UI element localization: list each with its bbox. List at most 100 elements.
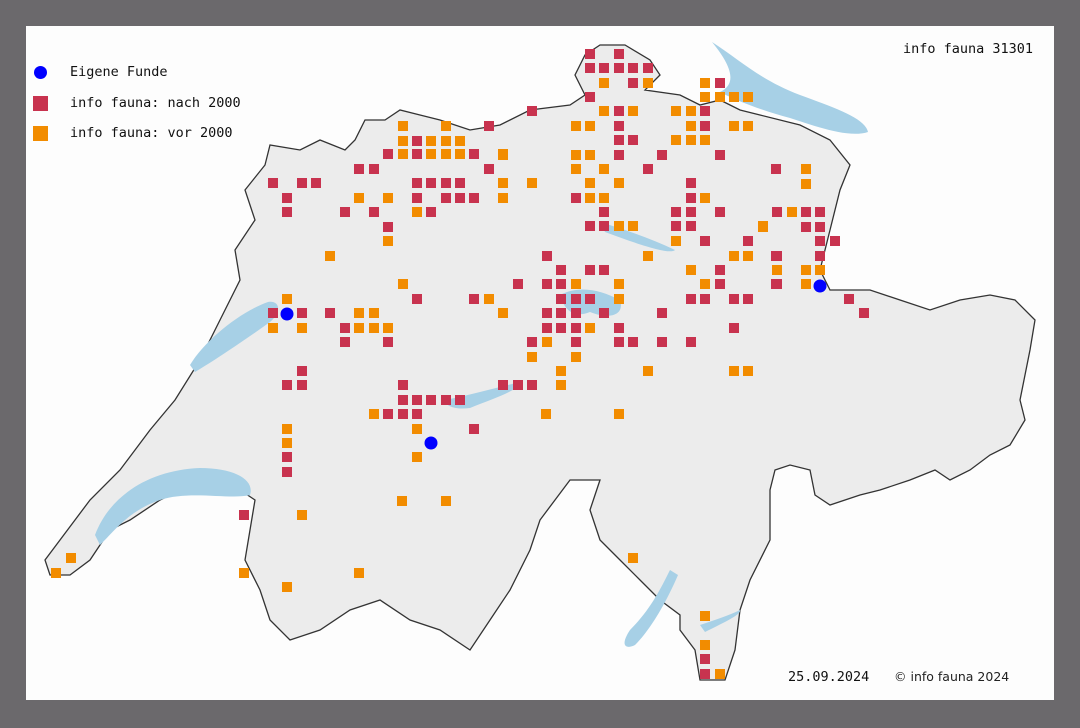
record-marker-after-2000: [297, 380, 307, 390]
record-marker-after-2000: [412, 149, 422, 159]
record-marker-after-2000: [830, 236, 840, 246]
record-marker-after-2000: [801, 222, 811, 232]
record-marker-before-2000: [282, 424, 292, 434]
record-marker-after-2000: [311, 178, 321, 188]
record-marker-before-2000: [412, 424, 422, 434]
record-marker-after-2000: [239, 510, 249, 520]
record-marker-after-2000: [686, 178, 696, 188]
record-marker-after-2000: [700, 654, 710, 664]
record-marker-after-2000: [412, 395, 422, 405]
record-marker-before-2000: [282, 294, 292, 304]
record-marker-before-2000: [729, 251, 739, 261]
record-marker-before-2000: [498, 193, 508, 203]
switzerland-map: [44, 42, 1036, 681]
record-marker-before-2000: [498, 149, 508, 159]
record-marker-before-2000: [383, 236, 393, 246]
record-marker-before-2000: [268, 323, 278, 333]
record-marker-before-2000: [441, 149, 451, 159]
record-marker-before-2000: [412, 207, 422, 217]
record-marker-after-2000: [686, 294, 696, 304]
record-marker-before-2000: [585, 193, 595, 203]
record-marker-before-2000: [369, 323, 379, 333]
record-marker-after-2000: [469, 149, 479, 159]
record-marker-after-2000: [772, 279, 782, 289]
record-marker-after-2000: [556, 308, 566, 318]
record-marker-after-2000: [599, 221, 609, 231]
own-finding-marker: [424, 436, 438, 450]
record-marker-before-2000: [614, 409, 624, 419]
record-marker-after-2000: [614, 323, 624, 333]
record-marker-after-2000: [398, 409, 408, 419]
record-marker-before-2000: [354, 568, 364, 578]
record-marker-before-2000: [815, 265, 825, 275]
record-marker-before-2000: [614, 294, 624, 304]
record-marker-before-2000: [801, 164, 811, 174]
record-marker-before-2000: [700, 611, 710, 621]
record-marker-after-2000: [469, 424, 479, 434]
record-marker-after-2000: [628, 135, 638, 145]
record-marker-before-2000: [51, 568, 61, 578]
record-marker-before-2000: [426, 136, 436, 146]
record-marker-after-2000: [527, 106, 537, 116]
record-marker-after-2000: [614, 49, 624, 59]
record-marker-after-2000: [412, 294, 422, 304]
record-marker-after-2000: [325, 308, 335, 318]
record-marker-after-2000: [729, 294, 739, 304]
record-marker-after-2000: [282, 207, 292, 217]
record-marker-before-2000: [441, 136, 451, 146]
record-marker-after-2000: [282, 452, 292, 462]
record-marker-after-2000: [801, 207, 811, 217]
record-marker-before-2000: [729, 366, 739, 376]
record-marker-before-2000: [801, 265, 811, 275]
record-marker-after-2000: [585, 221, 595, 231]
record-marker-after-2000: [772, 207, 782, 217]
record-marker-after-2000: [657, 150, 667, 160]
record-marker-before-2000: [743, 121, 753, 131]
record-marker-before-2000: [643, 78, 653, 88]
record-marker-before-2000: [700, 135, 710, 145]
record-marker-before-2000: [743, 251, 753, 261]
record-marker-after-2000: [282, 380, 292, 390]
lake-lugano: [700, 610, 741, 632]
record-marker-after-2000: [585, 49, 595, 59]
record-marker-before-2000: [397, 496, 407, 506]
record-marker-after-2000: [686, 207, 696, 217]
record-marker-before-2000: [426, 149, 436, 159]
record-marker-before-2000: [700, 193, 710, 203]
record-marker-after-2000: [455, 395, 465, 405]
record-marker-after-2000: [614, 106, 624, 116]
record-marker-after-2000: [614, 63, 624, 73]
record-marker-after-2000: [614, 150, 624, 160]
record-marker-after-2000: [542, 279, 552, 289]
record-marker-before-2000: [585, 178, 595, 188]
record-marker-before-2000: [455, 149, 465, 159]
record-marker-after-2000: [412, 136, 422, 146]
record-marker-after-2000: [729, 323, 739, 333]
lake-maggiore: [624, 570, 678, 647]
record-marker-before-2000: [542, 337, 552, 347]
record-marker-after-2000: [484, 164, 494, 174]
record-marker-after-2000: [398, 395, 408, 405]
record-marker-after-2000: [513, 380, 523, 390]
record-marker-after-2000: [671, 207, 681, 217]
record-marker-before-2000: [686, 106, 696, 116]
record-marker-after-2000: [542, 251, 552, 261]
record-marker-after-2000: [599, 63, 609, 73]
record-marker-after-2000: [628, 337, 638, 347]
record-marker-after-2000: [628, 63, 638, 73]
record-marker-after-2000: [657, 308, 667, 318]
record-marker-before-2000: [700, 279, 710, 289]
record-marker-after-2000: [498, 380, 508, 390]
record-marker-after-2000: [412, 193, 422, 203]
record-marker-after-2000: [614, 121, 624, 131]
record-marker-after-2000: [412, 178, 422, 188]
record-marker-before-2000: [599, 164, 609, 174]
record-marker-before-2000: [628, 221, 638, 231]
record-marker-after-2000: [599, 265, 609, 275]
record-marker-before-2000: [686, 135, 696, 145]
record-marker-after-2000: [369, 207, 379, 217]
record-marker-after-2000: [815, 222, 825, 232]
record-marker-after-2000: [686, 221, 696, 231]
record-marker-after-2000: [599, 308, 609, 318]
record-marker-before-2000: [585, 150, 595, 160]
